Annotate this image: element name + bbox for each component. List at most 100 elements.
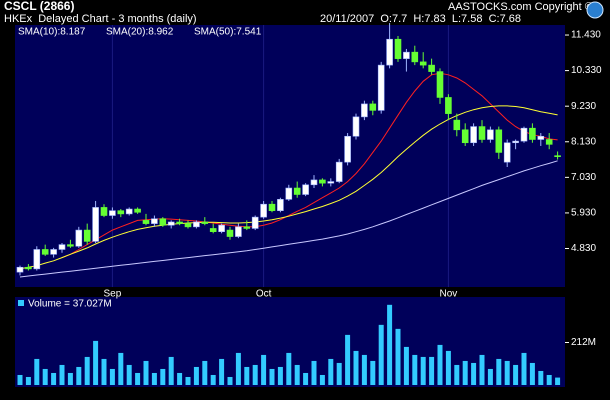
volume-bar [345, 334, 351, 385]
volume-bar [261, 354, 267, 385]
candle-body [16, 266, 24, 273]
candle-body [361, 103, 368, 118]
candle-body [461, 129, 469, 144]
volume-bar [177, 372, 183, 385]
volume-bar [303, 372, 309, 385]
candle-body [302, 184, 309, 195]
volume-bar [496, 358, 502, 385]
candle-body [335, 161, 343, 182]
volume-bar [378, 324, 384, 385]
candle-body [277, 199, 284, 211]
candle-body [436, 71, 444, 98]
volume-bar [126, 364, 132, 385]
volume-bar [76, 366, 82, 385]
candle-body [327, 181, 335, 184]
volume-bar [252, 364, 258, 385]
volume-bar [546, 374, 552, 385]
x-tick-label: Sep [104, 289, 122, 300]
volume-bar [429, 356, 435, 385]
candle-body [445, 97, 452, 114]
volume-bar [25, 376, 31, 385]
volume-bar [487, 368, 493, 385]
candle-body [125, 208, 133, 215]
candle-body [545, 139, 553, 145]
volume-bar [244, 366, 250, 385]
y-tick-label: 5.930 [571, 208, 596, 219]
candle-body [503, 142, 511, 163]
volume-bar [143, 360, 149, 385]
volume-bar [277, 366, 283, 385]
candle-body [50, 249, 57, 255]
quote: 20/11/2007 O:7.7 H:7.83 L:7.58 C:7.68 [320, 13, 521, 25]
candle-body [377, 64, 385, 111]
candle-body [293, 187, 301, 195]
volume-bar [294, 364, 300, 385]
volume-bar [34, 358, 40, 385]
candle-body [33, 249, 41, 270]
volume-bar [227, 376, 233, 385]
candle-body [201, 221, 209, 224]
volume-bar [353, 350, 359, 385]
volume-bar [193, 366, 199, 385]
candle-body [243, 226, 251, 229]
candle-body [411, 51, 419, 63]
candle-body [226, 229, 234, 237]
volume-bar [286, 352, 292, 385]
candle-body [344, 135, 351, 163]
candle-body [83, 229, 91, 242]
y-tick-label: 10.330 [571, 65, 602, 76]
candle-body [419, 61, 427, 66]
candle-body [176, 221, 183, 224]
y-tick-label: 9.230 [571, 101, 596, 112]
candle-body [41, 249, 49, 255]
volume-bar [168, 356, 174, 385]
volume-bar [454, 364, 460, 385]
candle-body [537, 135, 545, 140]
y-tick-label: 11.430 [571, 30, 601, 41]
sma-line [19, 160, 558, 278]
volume-bar [538, 370, 544, 385]
volume-bar [504, 360, 510, 385]
volume-bar [529, 362, 535, 385]
candle-body [428, 64, 435, 72]
y-tick-label: 8.130 [571, 136, 596, 147]
y-tick-label: 7.030 [571, 172, 596, 183]
volume-bar [109, 368, 115, 385]
candle-body [520, 127, 528, 142]
volume-bar [311, 360, 317, 385]
logo [586, 1, 604, 19]
candle-body [403, 51, 410, 59]
candle-body [495, 129, 503, 153]
volume-bar [160, 368, 166, 385]
volume-bar [361, 354, 367, 385]
volume-bar [479, 354, 485, 385]
volume-bar [555, 377, 561, 385]
legend-entry: SMA(50):7.541 [194, 27, 262, 38]
volume-bar [336, 362, 342, 385]
volume-bar [521, 352, 527, 385]
candle-body [554, 155, 561, 157]
candle-body [58, 244, 66, 250]
candle-body [386, 38, 393, 66]
volume-bar [17, 374, 23, 385]
candle-body [92, 207, 99, 242]
volume-bar [185, 376, 191, 385]
volume-bar [370, 360, 376, 385]
candle-body [310, 179, 318, 186]
candle-body [319, 179, 326, 184]
volume-legend-swatch [18, 300, 24, 306]
volume-bar [513, 364, 519, 385]
candle-body [251, 216, 259, 229]
volume-bar [269, 368, 275, 385]
sma-line [61, 72, 558, 259]
volume-bar [328, 358, 334, 385]
candle-body [75, 229, 83, 247]
candle-body [109, 210, 116, 216]
volume-bar [59, 364, 65, 385]
volume-bar [319, 374, 325, 385]
candle-body [512, 140, 519, 144]
candle-body [142, 220, 150, 224]
candle-body [478, 126, 486, 140]
volume-bar [135, 372, 141, 385]
volume-bar [151, 372, 157, 385]
